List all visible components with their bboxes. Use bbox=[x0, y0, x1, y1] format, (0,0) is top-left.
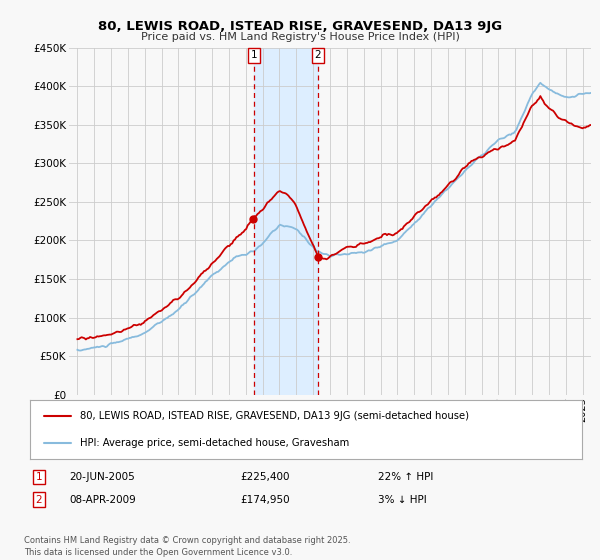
Text: £174,950: £174,950 bbox=[240, 494, 290, 505]
Text: 20-JUN-2005: 20-JUN-2005 bbox=[69, 472, 135, 482]
Text: 08-APR-2009: 08-APR-2009 bbox=[69, 494, 136, 505]
Text: HPI: Average price, semi-detached house, Gravesham: HPI: Average price, semi-detached house,… bbox=[80, 438, 349, 449]
Text: 1: 1 bbox=[35, 472, 43, 482]
Bar bbox=[254, 48, 318, 395]
Text: 22% ↑ HPI: 22% ↑ HPI bbox=[378, 472, 433, 482]
Text: Contains HM Land Registry data © Crown copyright and database right 2025.
This d: Contains HM Land Registry data © Crown c… bbox=[24, 536, 350, 557]
Text: 80, LEWIS ROAD, ISTEAD RISE, GRAVESEND, DA13 9JG: 80, LEWIS ROAD, ISTEAD RISE, GRAVESEND, … bbox=[98, 20, 502, 33]
Text: £225,400: £225,400 bbox=[240, 472, 290, 482]
Text: 3% ↓ HPI: 3% ↓ HPI bbox=[378, 494, 427, 505]
Text: Price paid vs. HM Land Registry's House Price Index (HPI): Price paid vs. HM Land Registry's House … bbox=[140, 32, 460, 43]
Text: 2: 2 bbox=[314, 50, 321, 60]
Text: 80, LEWIS ROAD, ISTEAD RISE, GRAVESEND, DA13 9JG (semi-detached house): 80, LEWIS ROAD, ISTEAD RISE, GRAVESEND, … bbox=[80, 411, 469, 421]
Text: 2: 2 bbox=[35, 494, 43, 505]
Text: 1: 1 bbox=[250, 50, 257, 60]
